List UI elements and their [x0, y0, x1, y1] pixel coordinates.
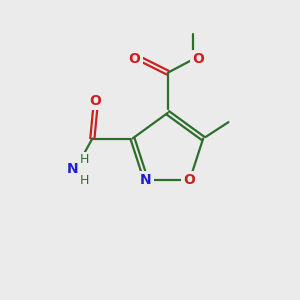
Text: O: O: [129, 52, 140, 66]
Text: O: O: [89, 94, 101, 108]
Text: N: N: [67, 162, 78, 176]
Text: H: H: [80, 174, 89, 187]
Text: N: N: [140, 173, 152, 187]
Text: O: O: [193, 52, 204, 66]
Text: H: H: [80, 153, 89, 167]
Text: O: O: [184, 173, 196, 187]
